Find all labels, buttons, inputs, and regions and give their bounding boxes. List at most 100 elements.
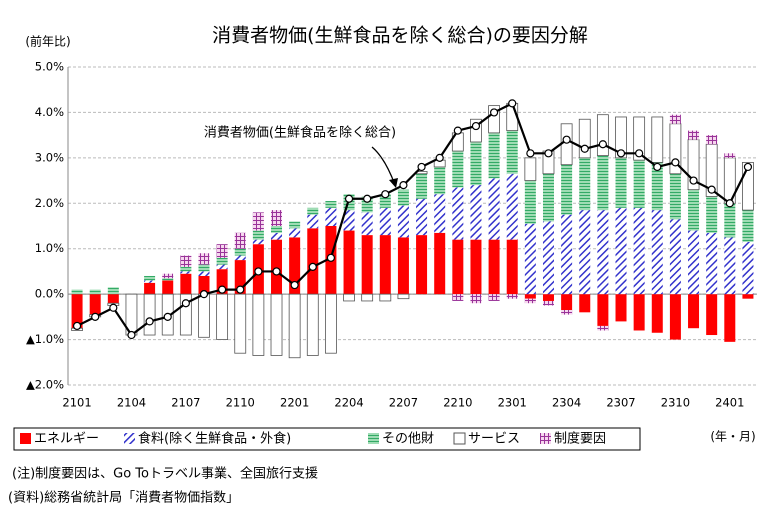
y-tick-label: 0.0% [35, 287, 64, 301]
chart-title: 消費者物価(生鮮食品を除く総合)の要因分解 [212, 25, 588, 47]
bar-segment [615, 294, 627, 322]
bar-segment [434, 166, 446, 195]
bar-segment [561, 294, 573, 311]
bar-segment [379, 207, 391, 236]
bar-segment [198, 264, 210, 272]
bar-segment [144, 275, 156, 281]
bar-segment [669, 114, 681, 124]
x-tick-label: 2107 [171, 396, 200, 410]
bar-segment [89, 289, 101, 295]
line-marker [689, 176, 698, 185]
line-marker [707, 185, 716, 194]
legend-label: サービス [468, 432, 520, 447]
bar-segment [470, 118, 482, 143]
bar-segment [252, 230, 264, 240]
bar-segment [742, 294, 754, 299]
bar-segment [488, 132, 500, 179]
bar-segment [71, 294, 83, 329]
bar-segment [234, 293, 247, 354]
bar-segment [579, 294, 591, 313]
bar-segment [397, 237, 409, 295]
legend-label: その他財 [382, 432, 434, 447]
bar-segment [307, 207, 319, 215]
bar-segment [162, 278, 174, 281]
line-marker [381, 190, 390, 199]
bar-segment [742, 210, 754, 242]
bar-segment [688, 189, 700, 231]
line-marker [526, 149, 535, 158]
bar-segment [524, 223, 536, 295]
bar-segment [561, 310, 573, 315]
bar-segment [379, 194, 391, 208]
bar-segment [216, 264, 228, 270]
bar-segment [234, 260, 246, 295]
bar-segment [724, 294, 736, 342]
legend-label: 食料(除く生鮮食品・外食) [138, 431, 291, 447]
bar-segment [596, 114, 609, 156]
bar-segment [325, 201, 337, 208]
line-marker [562, 135, 571, 144]
bar-segment [361, 293, 374, 302]
bar-segment [343, 230, 355, 295]
bar-segment [524, 298, 536, 304]
line [76, 101, 749, 337]
bar-segment [198, 271, 210, 276]
x-tick-label: 2207 [389, 396, 418, 410]
bar-segment [579, 157, 591, 211]
bar-segment [542, 221, 554, 295]
bar-segment [343, 210, 355, 231]
bar-segment [742, 161, 754, 211]
line-marker [254, 267, 263, 276]
x-tick-label: 2401 [715, 396, 744, 410]
bar-segment [180, 255, 192, 267]
bar-segment [452, 294, 464, 301]
annotation-arrow [371, 146, 396, 186]
line-marker [199, 290, 209, 299]
bar-segment [706, 232, 718, 295]
x-tick-label: 2307 [606, 396, 635, 410]
bar-segment [542, 300, 554, 306]
legend-swatch [453, 432, 466, 445]
bar-segment [271, 210, 283, 226]
line-marker [326, 253, 336, 262]
line-marker [218, 285, 227, 294]
bar-segment [669, 219, 681, 295]
bar-segment [688, 130, 700, 140]
bar-segment [379, 235, 391, 295]
bar-segment [307, 214, 319, 229]
bar-segment [669, 173, 681, 220]
line-marker [236, 285, 245, 294]
line-marker [508, 99, 517, 108]
y-tick-label: 3.0% [35, 150, 64, 164]
bar-segment [252, 212, 264, 231]
bar-segment [416, 173, 428, 199]
bar-segment [89, 294, 101, 315]
bar-segment [271, 239, 283, 295]
annotation-arrow-head [389, 178, 398, 188]
bar-segment [506, 173, 518, 240]
bar-segment [270, 293, 283, 356]
line-marker [435, 153, 444, 162]
bar-segment [198, 275, 210, 295]
bar-segment [524, 157, 537, 181]
bar-segment [542, 294, 554, 301]
bar-segment [434, 232, 446, 295]
bar-segment [452, 239, 464, 295]
y-tick-label: ▲1.0% [26, 332, 64, 346]
bar-segment [379, 293, 392, 302]
bar-segment [633, 160, 645, 208]
line-marker [725, 199, 734, 208]
x-tick-label: 2101 [62, 396, 91, 410]
bar-segment [633, 116, 646, 161]
line-marker [145, 317, 154, 326]
line-marker [344, 194, 354, 203]
line-marker [598, 140, 607, 149]
y-tick-label: ▲2.0% [26, 378, 64, 392]
bar-segment [361, 196, 373, 213]
bar-segment [271, 226, 283, 233]
bar-segment [561, 164, 573, 215]
bar-segment [143, 293, 156, 336]
legend-swatch [124, 433, 135, 444]
y-tick-label: 5.0% [35, 60, 64, 74]
bar-segment [234, 248, 246, 256]
